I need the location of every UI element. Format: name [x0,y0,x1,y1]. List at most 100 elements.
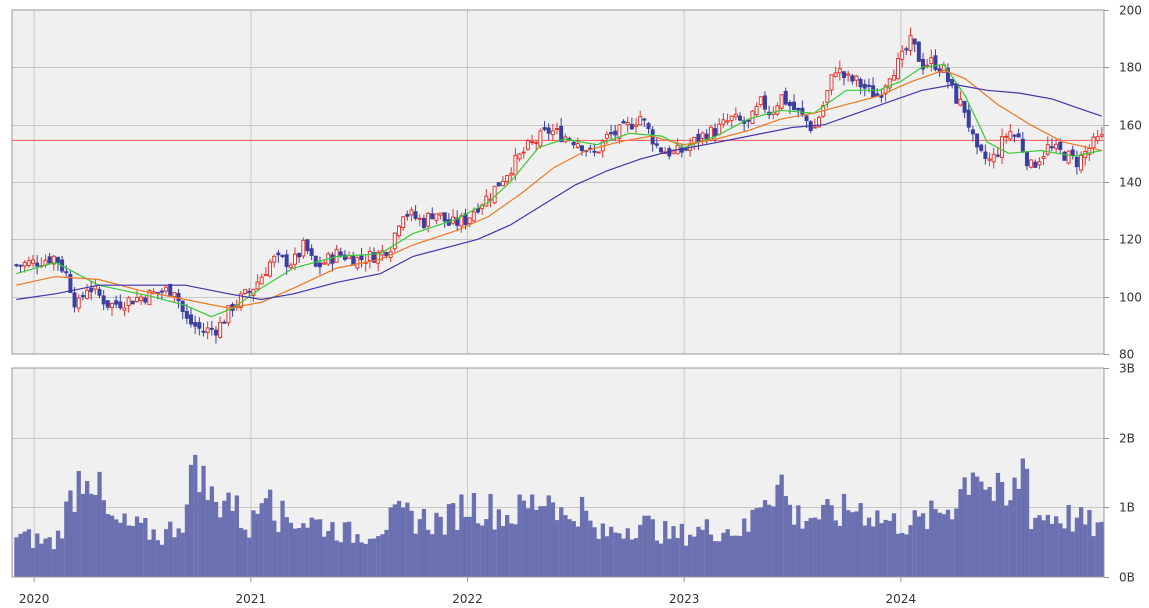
volume-tick-label: 1B [1119,501,1135,515]
candle-body [268,261,273,277]
volume-bar [750,509,755,577]
moving-average-line [16,63,1102,318]
candle-body [733,113,738,118]
candle-body [247,290,252,293]
candle-body [1054,143,1059,149]
volume-bar [243,529,248,577]
volume-bar [193,454,198,577]
volume-bar [322,536,327,577]
candle-body [459,215,464,227]
volume-bar [538,506,543,577]
volume-bar [816,519,822,577]
candle-body [571,141,576,146]
volume-bar [114,519,119,577]
volume-bar [837,525,842,577]
volume-bar [151,529,156,577]
volume-bar [675,538,680,577]
volume-bar [887,520,892,577]
candle-body [983,151,988,159]
volume-bar [230,511,235,577]
volume-bar [725,529,730,577]
candle-body [634,124,639,127]
volume-bar [363,543,368,577]
volume-bar [767,504,772,577]
candle-body [421,217,426,229]
candle-body [18,264,23,267]
volume-bar [683,545,689,577]
volume-bar [1074,517,1080,577]
volume-bar [143,518,148,577]
candle-body [1008,131,1013,140]
candle-body [114,300,119,305]
candle-body [679,147,684,153]
volume-bar [338,542,343,577]
candle-body [555,127,560,130]
candle-body [804,115,809,122]
volume-bar [251,510,256,577]
volume-bar [1091,536,1096,577]
volume-bar [409,510,414,577]
moving-average-line [16,69,1102,309]
volume-bar [176,528,181,577]
volume-bar [426,529,431,577]
candle-body [413,211,418,219]
volume-bar [833,520,838,577]
volume-bar [459,494,464,577]
candle-body [754,105,759,116]
volume-bar [604,536,610,577]
candle-body [14,264,19,267]
candle-body [80,295,85,298]
price-tick-label: 140 [1119,176,1142,190]
volume-bar [1041,520,1046,577]
volume-bar [629,539,635,577]
candle-body [455,217,460,226]
volume-bar [259,503,264,577]
volume-bar [309,517,314,577]
candle-body [226,305,231,324]
candle-body [629,123,634,130]
volume-bar [596,539,601,577]
candle-body [775,105,780,115]
candle-body [513,154,518,176]
candle-body [35,262,40,267]
candle-body [359,255,364,261]
volume-bar [642,515,647,577]
volume-bar [359,542,364,577]
volume-bar [30,548,36,577]
candle-body [1033,161,1038,168]
volume-bar [754,508,759,577]
volume-bar [916,516,922,577]
candle-body [550,130,555,136]
volume-bar [829,505,834,577]
volume-bar [879,523,884,577]
candle-body [288,264,293,269]
volume-bar [26,529,31,577]
volume-bar [218,517,223,577]
candle-body [505,174,510,183]
volume-bar [55,530,61,577]
candle-body [292,253,297,265]
candle-body [609,131,614,135]
candle-body [492,185,497,204]
candle-body [30,259,35,264]
volume-bar [488,494,493,577]
volume-bar [268,489,273,577]
candle-body [904,48,909,51]
candle-body [47,256,52,264]
candle-body [392,232,397,250]
volume-bar [1016,488,1021,577]
volume-bar [492,529,497,577]
volume-bar [405,502,410,577]
volume-bar [292,528,298,577]
volume-bar [721,532,726,577]
volume-bar [60,538,65,577]
candle-body [1091,136,1096,149]
candle-body [496,182,501,187]
candle-body [139,296,144,302]
volume-bar [305,527,310,577]
volume-bar [263,498,269,577]
volume-bar [213,502,219,577]
price-tick-label: 100 [1119,291,1142,305]
volume-bar [1066,505,1071,577]
